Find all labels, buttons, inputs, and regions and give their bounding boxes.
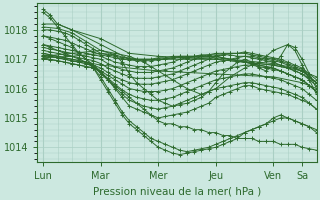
X-axis label: Pression niveau de la mer( hPa ): Pression niveau de la mer( hPa ) (93, 187, 261, 197)
